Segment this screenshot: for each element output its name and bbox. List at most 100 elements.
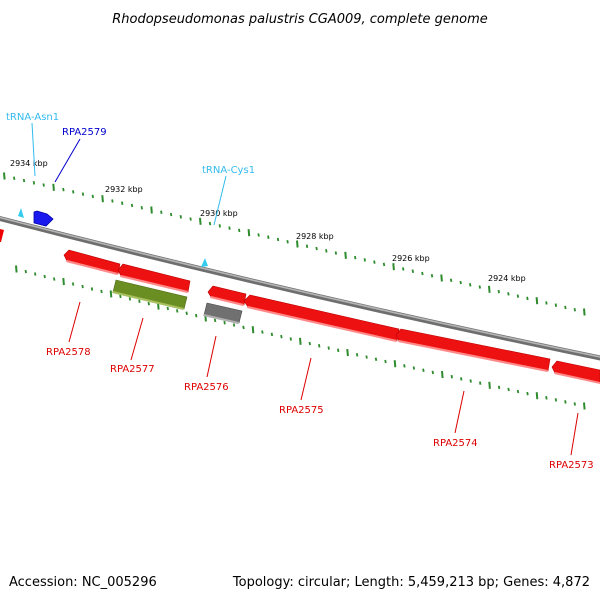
minor-tick bbox=[223, 320, 226, 325]
minor-tick bbox=[337, 348, 340, 353]
minor-tick bbox=[71, 282, 75, 286]
minor-tick bbox=[478, 285, 481, 289]
minor-tick bbox=[450, 374, 453, 379]
minor-tick bbox=[507, 387, 510, 392]
minor-tick bbox=[34, 272, 37, 276]
minor-tick bbox=[497, 385, 501, 390]
minor-tick bbox=[526, 391, 529, 396]
gene-rpa2575[interactable] bbox=[243, 294, 400, 342]
leader-rpa2574 bbox=[454, 390, 465, 434]
minor-tick bbox=[189, 217, 192, 221]
minor-tick bbox=[90, 287, 94, 291]
major-tick bbox=[344, 251, 347, 259]
minor-tick bbox=[384, 359, 387, 364]
reverse-strand-features bbox=[0, 229, 600, 384]
minor-tick bbox=[516, 389, 520, 394]
major-tick bbox=[583, 308, 586, 316]
minor-tick bbox=[128, 297, 132, 301]
minor-tick bbox=[213, 318, 217, 323]
minor-tick bbox=[554, 303, 558, 307]
major-tick bbox=[392, 263, 395, 271]
genome-backbone bbox=[0, 216, 600, 361]
major-tick bbox=[488, 381, 491, 389]
major-tick bbox=[109, 290, 113, 298]
minor-tick bbox=[147, 301, 150, 306]
major-tick bbox=[199, 217, 202, 225]
minor-tick bbox=[334, 251, 338, 255]
minor-tick bbox=[308, 341, 311, 346]
minor-tick bbox=[573, 402, 576, 406]
minor-tick bbox=[267, 235, 270, 239]
minor-tick bbox=[431, 370, 434, 375]
minor-tick bbox=[402, 267, 405, 271]
major-tick bbox=[393, 360, 397, 368]
trna-cys1-marker[interactable] bbox=[201, 258, 208, 267]
minor-tick bbox=[365, 355, 368, 359]
label-rpa2574[interactable]: RPA2574 bbox=[433, 438, 478, 449]
minor-tick bbox=[270, 332, 274, 337]
gene-rpa2574[interactable] bbox=[395, 328, 551, 372]
minor-tick bbox=[43, 274, 46, 279]
minor-tick bbox=[179, 215, 182, 219]
minor-tick bbox=[564, 400, 567, 404]
minor-tick bbox=[81, 192, 85, 196]
minor-tick bbox=[24, 269, 27, 274]
label-rpa2578[interactable]: RPA2578 bbox=[46, 347, 91, 358]
leader-rpa2579 bbox=[54, 138, 81, 183]
gene-rpa2573[interactable] bbox=[551, 360, 600, 384]
minor-tick bbox=[100, 289, 103, 294]
kbp-label: 2924 kbp bbox=[488, 274, 526, 283]
gene-partial-left[interactable] bbox=[0, 229, 4, 242]
minor-tick bbox=[289, 337, 292, 341]
major-tick bbox=[583, 402, 586, 410]
minor-tick bbox=[261, 330, 264, 334]
genome-summary-text: Topology: circular; Length: 5,459,213 bp… bbox=[232, 575, 590, 590]
minor-tick bbox=[412, 366, 416, 370]
leader-rpa2573 bbox=[570, 412, 579, 456]
label-rpa2577[interactable]: RPA2577 bbox=[110, 364, 155, 375]
minor-tick bbox=[373, 260, 376, 264]
major-tick bbox=[247, 229, 251, 237]
minor-tick bbox=[121, 201, 124, 205]
minor-tick bbox=[382, 262, 386, 267]
label-trna-cys1[interactable]: tRNA-Cys1 bbox=[202, 165, 255, 176]
label-rpa2579[interactable]: RPA2579 bbox=[62, 127, 107, 138]
minor-tick bbox=[421, 271, 424, 276]
major-tick bbox=[535, 392, 539, 400]
label-rpa2575[interactable]: RPA2575 bbox=[279, 405, 324, 416]
minor-tick bbox=[257, 233, 260, 237]
minor-tick bbox=[497, 289, 500, 294]
trna-asn1-marker[interactable] bbox=[18, 208, 24, 218]
leader-lines bbox=[31, 122, 579, 456]
gene-rpa2579[interactable] bbox=[33, 210, 54, 227]
minor-tick bbox=[545, 301, 548, 305]
minor-tick bbox=[62, 187, 65, 192]
major-tick bbox=[101, 195, 104, 203]
kbp-label: 2930 kbp bbox=[200, 209, 238, 218]
minor-tick bbox=[554, 398, 558, 402]
minor-tick bbox=[507, 292, 510, 296]
minor-tick bbox=[195, 313, 198, 318]
minor-tick bbox=[185, 311, 188, 315]
minor-tick bbox=[526, 296, 529, 301]
major-tick bbox=[52, 183, 55, 191]
major-tick bbox=[150, 206, 153, 214]
minor-tick bbox=[228, 226, 231, 230]
major-tick bbox=[440, 274, 443, 282]
minor-tick bbox=[422, 368, 425, 372]
kbp-label: 2932 kbp bbox=[105, 185, 143, 194]
gene-rpa2576-pseudo[interactable] bbox=[203, 302, 243, 324]
label-rpa2576[interactable]: RPA2576 bbox=[184, 382, 229, 393]
gene-rpa2576[interactable] bbox=[207, 285, 247, 306]
gene-rpa2577[interactable] bbox=[112, 279, 188, 310]
major-tick bbox=[251, 326, 255, 334]
minor-tick bbox=[42, 183, 45, 187]
major-tick bbox=[296, 240, 299, 248]
leader-trna-cys1 bbox=[213, 175, 227, 226]
minor-tick bbox=[516, 294, 520, 298]
label-trna-asn1[interactable]: tRNA-Asn1 bbox=[6, 112, 59, 123]
label-rpa2573[interactable]: RPA2573 bbox=[549, 460, 594, 471]
major-tick bbox=[346, 349, 349, 357]
minor-tick bbox=[573, 308, 576, 312]
